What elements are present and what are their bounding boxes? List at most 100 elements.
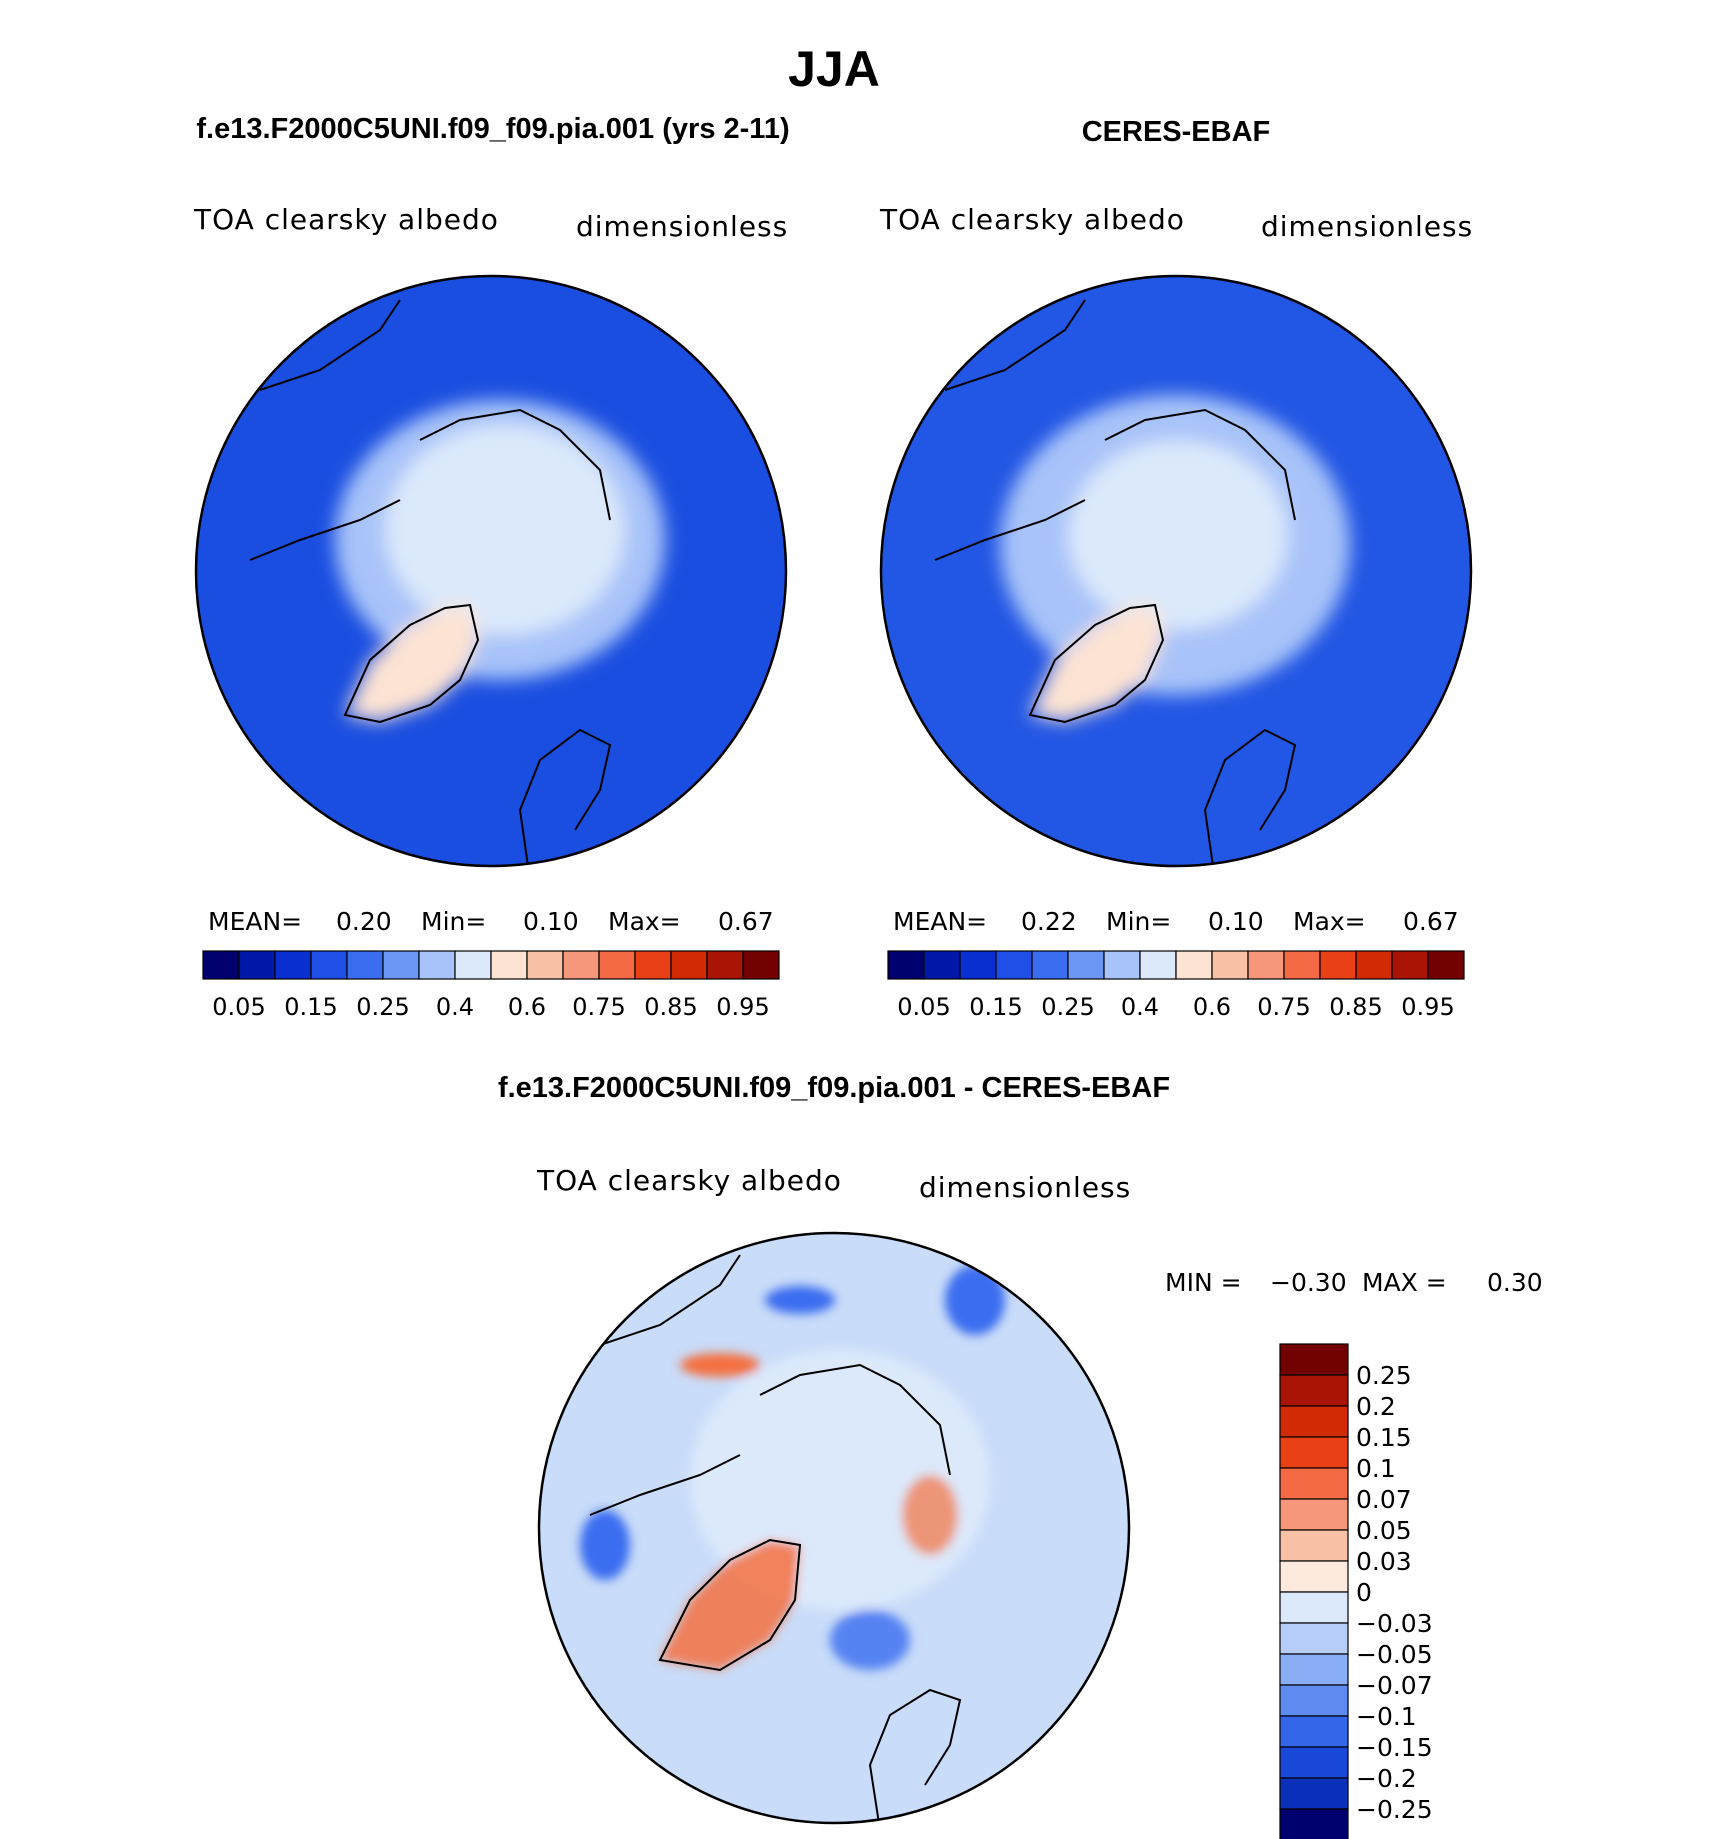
map3-negative-ne: [945, 1265, 1005, 1335]
map3-coastlines: [589, 1254, 962, 1823]
cbar2-swatch: [959, 950, 997, 980]
diff-variable: TOA clearsky albedo: [536, 1164, 842, 1197]
max-label-2: Max=: [1293, 907, 1366, 936]
map-panel-obs: [879, 274, 1473, 868]
cbar3-tick-label: −0.05: [1356, 1640, 1433, 1669]
cbar1-swatch: [490, 950, 528, 980]
max-value-2: 0.67: [1403, 907, 1459, 936]
cbar1-tick-label: 0.05: [212, 993, 265, 1021]
cbar3-tick-label: 0.15: [1356, 1423, 1412, 1452]
main-title: JJA: [788, 41, 880, 97]
stats-panel1: MEAN= 0.20 Min= 0.10 Max= 0.67: [208, 907, 774, 936]
cbar1-tick-label: 0.25: [356, 993, 409, 1021]
max-value-1: 0.67: [718, 907, 774, 936]
mean-value-1: 0.20: [336, 907, 392, 936]
cbar1-swatch: [742, 950, 780, 980]
panel2-variable: TOA clearsky albedo: [879, 203, 1185, 236]
cbar1-swatch: [202, 950, 240, 980]
cbar3-swatch: [1279, 1560, 1349, 1593]
min-value-1: 0.10: [523, 907, 579, 936]
mean-label-1: MEAN=: [208, 907, 302, 936]
cbar1-swatch: [274, 950, 312, 980]
map3-border: [537, 1231, 1131, 1825]
cbar1-swatch: [670, 950, 708, 980]
cbar3-tick-label: 0.03: [1356, 1547, 1412, 1576]
cbar2-swatch: [1103, 950, 1141, 980]
cbar1-swatch: [346, 950, 384, 980]
panel1-variable: TOA clearsky albedo: [193, 203, 499, 236]
cbar3-tick-label: −0.25: [1356, 1795, 1433, 1824]
cbar1-tick-label: 0.95: [716, 993, 769, 1021]
stats-panel2: MEAN= 0.22 Min= 0.10 Max= 0.67: [893, 907, 1459, 936]
cbar3-swatch: [1279, 1715, 1349, 1748]
map3-positive-east: [902, 1475, 958, 1555]
cbar2-swatch: [923, 950, 961, 980]
max-label-3: MAX =: [1362, 1268, 1447, 1297]
cbar3-swatch: [1279, 1467, 1349, 1500]
cbar2-tick-label: 0.75: [1257, 993, 1310, 1021]
map2-greenland: [1030, 605, 1163, 722]
max-value-3: 0.30: [1487, 1268, 1543, 1297]
cbar3-swatch: [1279, 1498, 1349, 1531]
panel1-title: f.e13.F2000C5UNI.f09_f09.pia.001 (yrs 2-…: [196, 113, 789, 145]
cbar3-tick-label: −0.15: [1356, 1733, 1433, 1762]
cbar1-swatch: [562, 950, 600, 980]
cbar2-swatch: [1391, 950, 1429, 980]
cbar2-tick-label: 0.15: [969, 993, 1022, 1021]
cbar3-tick-label: 0.07: [1356, 1485, 1412, 1514]
colorbar-diff: 0.250.20.150.10.070.050.030−0.03−0.05−0.…: [1279, 1343, 1433, 1839]
min-label-3: MIN =: [1165, 1268, 1242, 1297]
cbar2-swatch: [887, 950, 925, 980]
cbar3-tick-label: 0.05: [1356, 1516, 1412, 1545]
cbar1-swatch: [418, 950, 456, 980]
cbar2-tick-label: 0.25: [1041, 993, 1094, 1021]
cbar3-swatch: [1279, 1746, 1349, 1779]
cbar2-swatch: [1283, 950, 1321, 980]
map3-positive-north: [680, 1353, 760, 1377]
cbar1-tick-label: 0.85: [644, 993, 697, 1021]
panel1-units: dimensionless: [576, 210, 788, 243]
map2-border: [879, 274, 1473, 868]
cbar1-swatch: [382, 950, 420, 980]
cbar2-swatch: [1067, 950, 1105, 980]
cbar1-swatch: [238, 950, 276, 980]
map1-border: [194, 274, 788, 868]
map3-positive-greenland: [660, 1540, 800, 1670]
min-label-1: Min=: [421, 907, 486, 936]
max-label-1: Max=: [608, 907, 681, 936]
map1-sea-ice: [385, 425, 625, 635]
cbar2-tick-label: 0.4: [1121, 993, 1159, 1021]
cbar3-tick-label: −0.1: [1356, 1702, 1417, 1731]
cbar1-tick-label: 0.4: [436, 993, 474, 1021]
cbar2-tick-label: 0.6: [1193, 993, 1231, 1021]
map-panel-model: [194, 274, 788, 868]
cbar2-swatch: [1031, 950, 1069, 980]
cbar3-tick-label: 0.1: [1356, 1454, 1396, 1483]
min-label-2: Min=: [1106, 907, 1171, 936]
cbar1-tick-label: 0.6: [508, 993, 546, 1021]
map2-sea-ice: [1068, 440, 1288, 630]
min-value-2: 0.10: [1208, 907, 1264, 936]
cbar2-swatch: [1139, 950, 1177, 980]
cbar2-tick-label: 0.05: [897, 993, 950, 1021]
colorbar-panel2: 0.05 0.15 0.25 0.4 0.6 0.75 0.85 0.95: [887, 950, 1465, 1021]
cbar3-swatch: [1279, 1436, 1349, 1469]
cbar3-swatch: [1279, 1684, 1349, 1717]
cbar3-tick-label: −0.07: [1356, 1671, 1433, 1700]
map-panel-diff: [537, 1231, 1131, 1825]
map3-negative-west: [580, 1510, 630, 1580]
cbar3-swatch: [1279, 1529, 1349, 1562]
cbar3-swatch: [1279, 1591, 1349, 1624]
map3-negative-north: [765, 1286, 835, 1314]
cbar2-swatch: [1355, 950, 1393, 980]
cbar2-swatch: [1319, 950, 1357, 980]
cbar2-swatch: [995, 950, 1033, 980]
cbar2-swatch: [1427, 950, 1465, 980]
cbar3-swatch: [1279, 1622, 1349, 1655]
map1-greenland: [345, 605, 478, 722]
colorbar-panel1: 0.05 0.15 0.25 0.4 0.6 0.75 0.85 0.95: [202, 950, 780, 1021]
map1-coastlines: [249, 299, 612, 866]
cbar3-tick-label: 0: [1356, 1578, 1372, 1607]
cbar1-swatch: [454, 950, 492, 980]
